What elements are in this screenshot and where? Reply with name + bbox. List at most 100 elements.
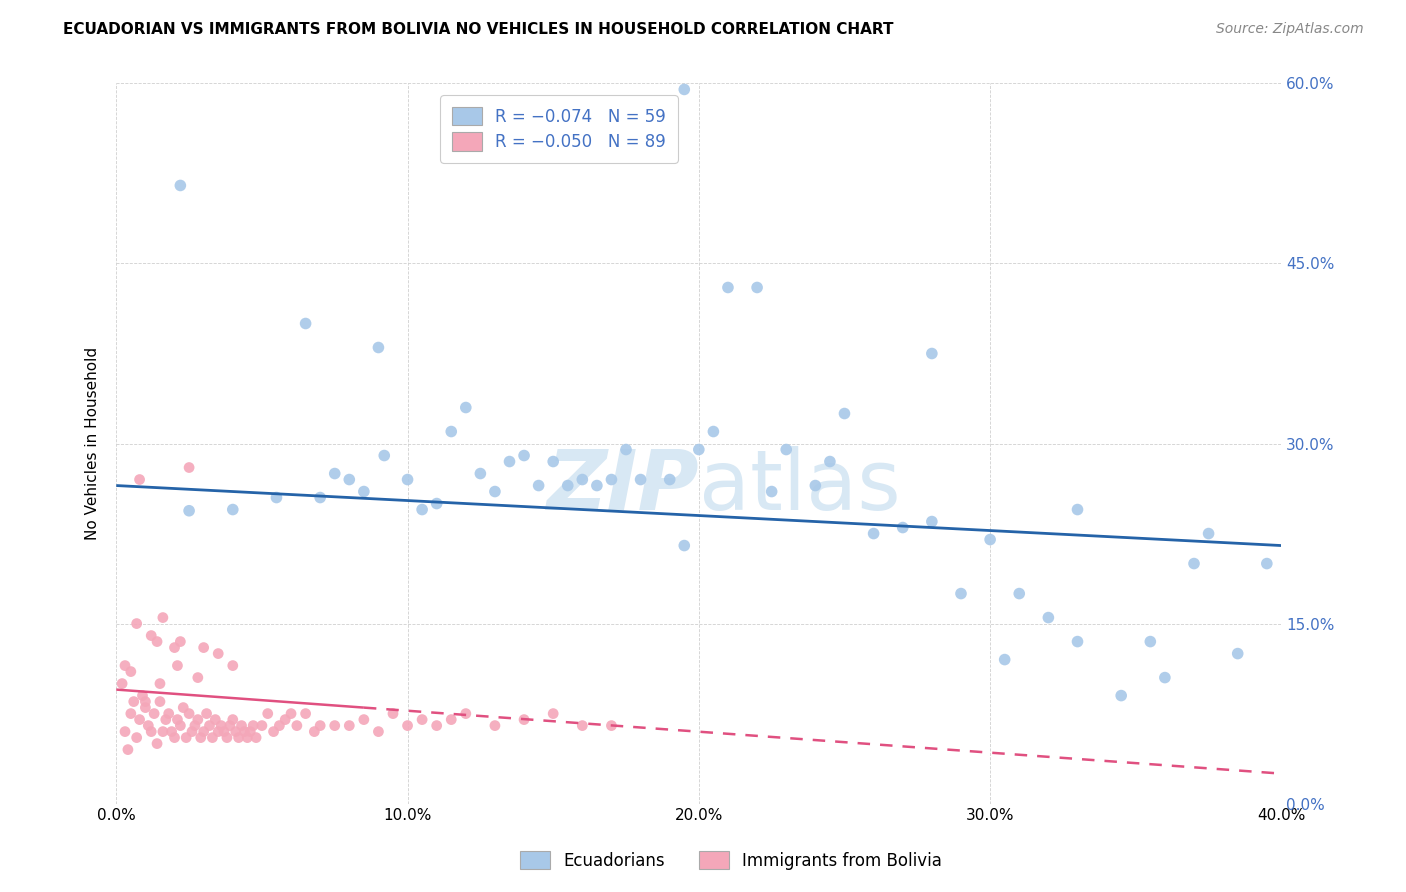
Point [181,724,204,739]
Text: atlas: atlas [699,446,901,527]
Point [114,724,136,739]
Point [169,178,191,193]
Point [921,346,943,360]
Point [285,718,308,732]
Point [128,473,150,487]
Point [775,442,797,457]
Point [309,491,332,505]
Point [263,724,285,739]
Point [239,724,262,739]
Point [541,454,564,468]
Point [166,658,188,673]
Point [120,706,142,721]
Point [1198,526,1220,541]
Point [323,467,346,481]
Point [152,724,174,739]
Point [309,718,332,732]
Point [294,706,316,721]
Point [163,731,186,745]
Point [294,317,316,331]
Point [717,280,740,294]
Point [1109,689,1132,703]
Point [862,526,884,541]
Point [149,676,172,690]
Point [269,718,291,732]
Point [1139,634,1161,648]
Point [440,425,463,439]
Point [527,478,550,492]
Point [120,665,142,679]
Point [513,713,536,727]
Point [266,491,288,505]
Point [353,713,375,727]
Point [949,586,972,600]
Point [1226,647,1249,661]
Point [125,616,148,631]
Point [177,504,200,518]
Point [256,706,278,721]
Point [745,280,768,294]
Point [411,502,433,516]
Point [1182,557,1205,571]
Point [111,676,134,690]
Point [761,484,783,499]
Point [440,713,463,727]
Point [373,449,395,463]
Point [160,724,183,739]
Point [245,731,267,745]
Point [174,731,197,745]
Point [207,724,229,739]
Point [1066,634,1088,648]
Point [484,484,506,499]
Point [201,731,224,745]
Point [193,724,215,739]
Point [222,502,245,516]
Point [177,706,200,721]
Point [218,718,240,732]
Point [658,473,681,487]
Point [367,341,389,355]
Point [204,713,226,727]
Point [614,442,637,457]
Point [673,539,696,553]
Point [541,706,564,721]
Point [222,658,245,673]
Point [571,473,593,487]
Point [134,695,156,709]
Point [1038,610,1060,624]
Point [146,634,169,648]
Point [236,731,259,745]
Point [157,706,180,721]
Point [804,478,827,492]
Point [207,647,229,661]
Point [891,520,914,534]
Point [198,718,221,732]
Point [222,713,245,727]
Point [187,713,209,727]
Point [1154,671,1177,685]
Point [396,718,419,732]
Point [134,700,156,714]
Point [141,629,163,643]
Point [212,724,235,739]
Point [274,713,297,727]
Point [187,671,209,685]
Point [382,706,405,721]
Point [337,718,360,732]
Point [994,652,1017,666]
Point [367,724,389,739]
Point [141,724,163,739]
Point [143,706,166,721]
Point [454,401,477,415]
Point [818,454,841,468]
Point [323,718,346,732]
Point [172,700,194,714]
Point [131,689,153,703]
Point [513,449,536,463]
Point [122,695,145,709]
Point [146,737,169,751]
Point [136,718,159,732]
Point [337,473,360,487]
Point [571,718,593,732]
Point [231,718,253,732]
